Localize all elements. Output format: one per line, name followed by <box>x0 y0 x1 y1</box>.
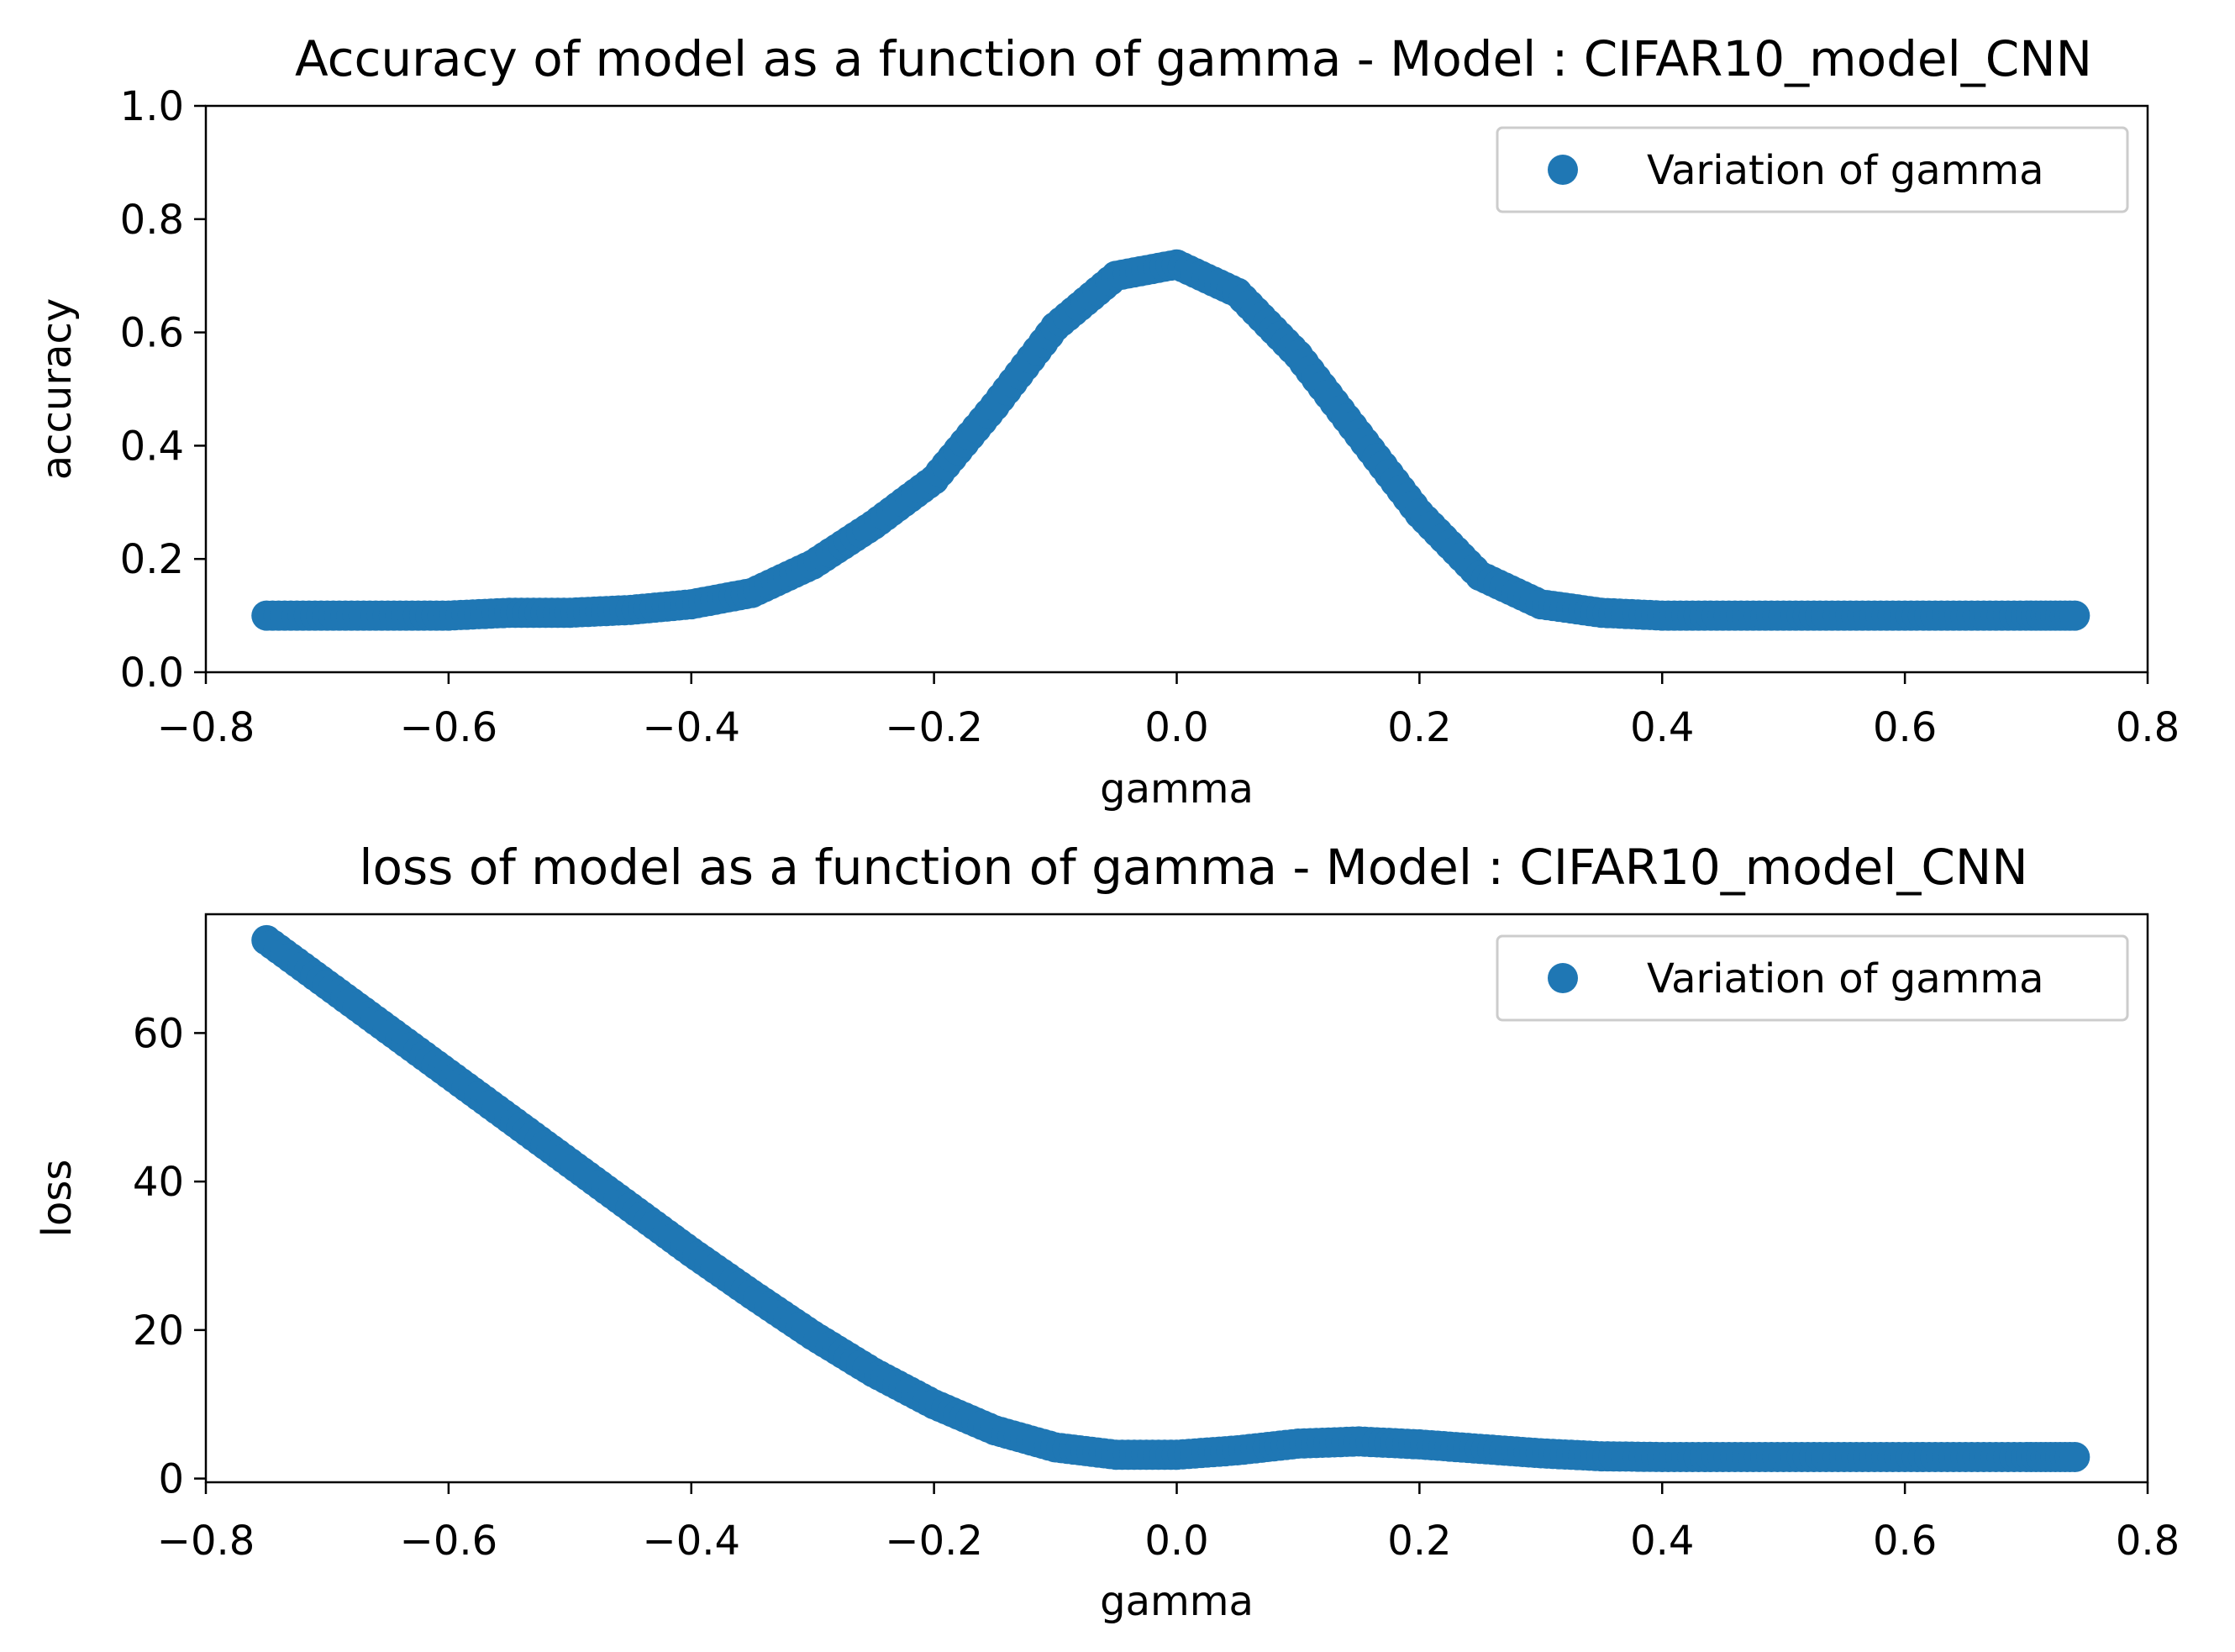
y-tick-label: 0.6 <box>120 310 184 357</box>
y-tick-label: 0.4 <box>120 423 184 470</box>
x-axis-label: gamma <box>1100 765 1254 813</box>
legend-box <box>1496 934 2129 1022</box>
legend-marker <box>1548 155 1578 185</box>
y-tick-label: 40 <box>133 1159 184 1206</box>
series-markers <box>251 249 2090 631</box>
x-tick-label: −0.8 <box>157 704 255 751</box>
x-tick-label: −0.6 <box>400 704 498 751</box>
chart-panel-2: loss of model as a function of gamma - M… <box>34 839 2180 1625</box>
x-tick-label: −0.2 <box>885 1518 983 1565</box>
y-axis-label: accuracy <box>34 298 81 481</box>
chart-panel-1: Accuracy of model as a function of gamma… <box>34 30 2180 813</box>
y-tick-label: 0.2 <box>120 536 184 583</box>
legend-label: Variation of gamma <box>1647 147 2044 194</box>
x-tick-label: 0.0 <box>1144 1518 1208 1565</box>
legend: Variation of gamma <box>1496 126 2129 213</box>
chart-title: loss of model as a function of gamma - M… <box>359 839 2027 896</box>
legend-label: Variation of gamma <box>1647 955 2044 1002</box>
x-tick-label: 0.4 <box>1630 1518 1694 1565</box>
x-tick-label: 0.6 <box>1873 1518 1937 1565</box>
legend-box <box>1496 126 2129 213</box>
x-tick-label: −0.8 <box>157 1518 255 1565</box>
x-axis-label: gamma <box>1100 1578 1254 1625</box>
y-tick-label: 60 <box>133 1010 184 1057</box>
x-tick-label: 0.8 <box>2116 1518 2180 1565</box>
x-tick-label: 0.2 <box>1387 1518 1451 1565</box>
y-tick-label: 20 <box>133 1307 184 1355</box>
y-tick-label: 0.0 <box>120 650 184 697</box>
x-tick-label: −0.6 <box>400 1518 498 1565</box>
y-axis-label: loss <box>34 1160 81 1238</box>
series-markers <box>251 924 2090 1472</box>
x-tick-label: 0.6 <box>1873 704 1937 751</box>
x-tick-label: 0.2 <box>1387 704 1451 751</box>
chart-title: Accuracy of model as a function of gamma… <box>295 30 2092 87</box>
y-tick-label: 0 <box>158 1456 184 1503</box>
data-point <box>2059 600 2090 631</box>
data-point <box>2059 1441 2090 1472</box>
x-tick-label: 0.4 <box>1630 704 1694 751</box>
legend-marker <box>1548 963 1578 993</box>
x-tick-label: 0.8 <box>2116 704 2180 751</box>
x-tick-label: −0.2 <box>885 704 983 751</box>
y-tick-label: 0.8 <box>120 197 184 244</box>
legend: Variation of gamma <box>1496 934 2129 1022</box>
x-tick-label: −0.4 <box>642 704 740 751</box>
x-tick-label: −0.4 <box>642 1518 740 1565</box>
x-tick-label: 0.0 <box>1144 704 1208 751</box>
y-tick-label: 1.0 <box>120 83 184 130</box>
